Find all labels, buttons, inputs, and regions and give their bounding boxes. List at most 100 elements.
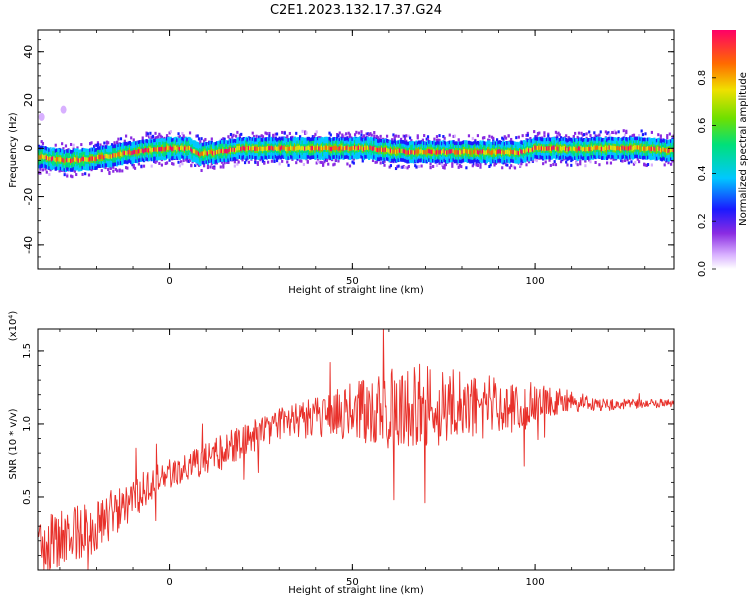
spectrogram-ridge-cell bbox=[406, 150, 409, 155]
spectrogram-ridge-cell bbox=[256, 146, 259, 152]
spectrogram-ridge-cell bbox=[171, 146, 174, 152]
spectrogram-ridge-cell bbox=[258, 147, 261, 152]
spectrogram-cell-faint bbox=[565, 134, 568, 138]
spectrogram-cell-faint bbox=[402, 165, 405, 169]
spectrogram-cell-faint bbox=[177, 132, 180, 136]
spectrogram-cell-faint bbox=[426, 138, 430, 142]
spectrogram-ridge-cell bbox=[192, 148, 195, 154]
spectrogram-ridge-cell bbox=[243, 146, 247, 152]
spectrogram-ytick-label: -20 bbox=[22, 188, 35, 206]
spectrogram-cell-faint bbox=[48, 172, 51, 176]
spectrogram-cell-faint bbox=[407, 164, 410, 168]
spectrogram-ridge-cell bbox=[96, 154, 100, 160]
spectrogram-cell-faint bbox=[254, 160, 257, 164]
spectrogram-cell-faint bbox=[377, 136, 380, 140]
spectrogram-ridge-cell bbox=[416, 150, 419, 155]
spectrogram-ridge-cell bbox=[508, 150, 511, 155]
spectrogram-cell-faint bbox=[245, 158, 248, 162]
spectrogram-cell-faint bbox=[379, 161, 382, 165]
spectrogram-ridge-cell bbox=[295, 146, 298, 151]
spectrogram-cell-faint bbox=[110, 143, 114, 147]
spectrogram-cell-faint bbox=[278, 162, 281, 166]
spectrogram-ridge-cell bbox=[62, 158, 65, 163]
spectrogram-ridge-cell bbox=[426, 149, 430, 154]
spectrogram-cell-faint bbox=[313, 135, 316, 139]
spectrogram-cell-faint bbox=[199, 140, 202, 144]
spectrogram-cell-faint bbox=[266, 160, 270, 164]
spectrogram-cell-faint bbox=[295, 131, 298, 135]
spectrogram-cell-faint bbox=[627, 161, 630, 165]
spectrogram-ridge-cell bbox=[644, 146, 647, 151]
spectrogram-ridge-cell bbox=[625, 145, 628, 151]
spectrogram-cell-faint bbox=[112, 169, 115, 173]
spectrogram-cell-faint bbox=[54, 143, 57, 147]
spectrogram-ridge-cell bbox=[403, 149, 407, 154]
spectrogram-ridge-cell bbox=[649, 147, 652, 152]
spectrogram-cell-faint bbox=[338, 131, 341, 135]
spectrogram-ridge-cell bbox=[476, 149, 480, 154]
spectrogram-cell-faint bbox=[61, 142, 64, 146]
spectrogram-cell-faint bbox=[632, 133, 636, 137]
spectrogram-ridge-cell bbox=[119, 151, 123, 156]
spectrogram-cell-faint bbox=[403, 165, 407, 169]
spectrogram-cell-faint bbox=[433, 137, 436, 141]
spectrogram-cell-faint bbox=[548, 158, 551, 162]
spectrogram-ridge-cell bbox=[585, 146, 588, 152]
spectrogram-cell-faint bbox=[291, 157, 294, 161]
spectrogram-cell-faint bbox=[222, 163, 225, 167]
spectrogram-cell-faint bbox=[261, 135, 265, 139]
spectrogram-ridge-cell bbox=[124, 150, 128, 155]
spectrogram-cell-faint bbox=[443, 163, 446, 167]
spectrogram-cell-faint bbox=[391, 138, 394, 142]
spectrogram-cell-faint bbox=[104, 166, 107, 170]
spectrogram-ridge-cell bbox=[580, 145, 583, 151]
spectrogram-ridge-cell bbox=[246, 146, 249, 152]
spectrogram-cell-faint bbox=[196, 134, 199, 138]
figure-title: C2E1.2023.132.17.37.G24 bbox=[270, 3, 442, 18]
spectrogram-ridge-cell bbox=[563, 146, 566, 151]
spectrogram-cell-faint bbox=[219, 165, 222, 169]
spectrogram-cell-faint bbox=[182, 134, 185, 138]
spectrogram-ridge-cell bbox=[173, 145, 176, 151]
spectrogram-cell-faint bbox=[304, 130, 307, 134]
spectrogram-cell-faint bbox=[373, 131, 376, 135]
spectrogram-ridge-cell bbox=[319, 146, 322, 152]
spectrogram-cell-faint bbox=[348, 133, 352, 137]
spectrogram-cell-faint bbox=[156, 135, 160, 139]
spectrogram-cell-faint bbox=[442, 135, 445, 139]
spectrogram-cell-faint bbox=[471, 164, 474, 168]
spectrogram-ridge-cell bbox=[657, 146, 660, 152]
spectrogram-cell-faint bbox=[94, 143, 97, 147]
spectrogram-cell-faint bbox=[151, 135, 155, 139]
spectrogram-cell-faint bbox=[311, 135, 314, 139]
spectrogram-ridge-cell bbox=[494, 150, 497, 155]
spectrogram-cell-faint bbox=[236, 158, 239, 162]
spectrogram-cell-faint bbox=[512, 165, 515, 169]
spectrogram-ridge-cell bbox=[467, 149, 471, 154]
spectrogram-ridge-cell bbox=[89, 156, 92, 162]
spectrogram-ridge-cell bbox=[274, 145, 277, 150]
spectrogram-ridge-cell bbox=[224, 148, 227, 154]
spectrogram-ridge-cell bbox=[219, 149, 222, 154]
spectrogram-ridge-cell bbox=[360, 145, 363, 150]
spectrogram-outlier bbox=[60, 105, 67, 114]
spectrogram-cell-faint bbox=[576, 163, 579, 167]
spectrogram-cell-faint bbox=[606, 132, 609, 136]
spectrogram-cell-faint bbox=[195, 134, 198, 138]
colorbar-tick-label: 0.4 bbox=[697, 165, 708, 181]
spectrogram-cell-faint bbox=[577, 131, 581, 135]
spectrogram-cell-faint bbox=[570, 159, 573, 163]
spectrogram-ridge-cell bbox=[637, 145, 641, 150]
spectrogram-ridge-cell bbox=[668, 148, 671, 153]
spectrogram-cell-faint bbox=[637, 160, 641, 164]
spectrogram-ridge-cell bbox=[337, 147, 340, 152]
spectrogram-ridge-cell bbox=[107, 154, 110, 159]
spectrogram-ridge-cell bbox=[68, 158, 71, 163]
spectrogram-cell-faint bbox=[39, 171, 42, 175]
spectrogram-xlabel: Height of straight line (km) bbox=[288, 285, 424, 296]
spectrogram-ridge-cell bbox=[618, 146, 622, 151]
spectrogram-ridge-cell bbox=[140, 148, 143, 154]
spectrogram-ridge-cell bbox=[86, 157, 89, 162]
spectrogram-ridge-cell bbox=[602, 146, 605, 151]
spectrogram-ridge-cell bbox=[410, 150, 413, 155]
